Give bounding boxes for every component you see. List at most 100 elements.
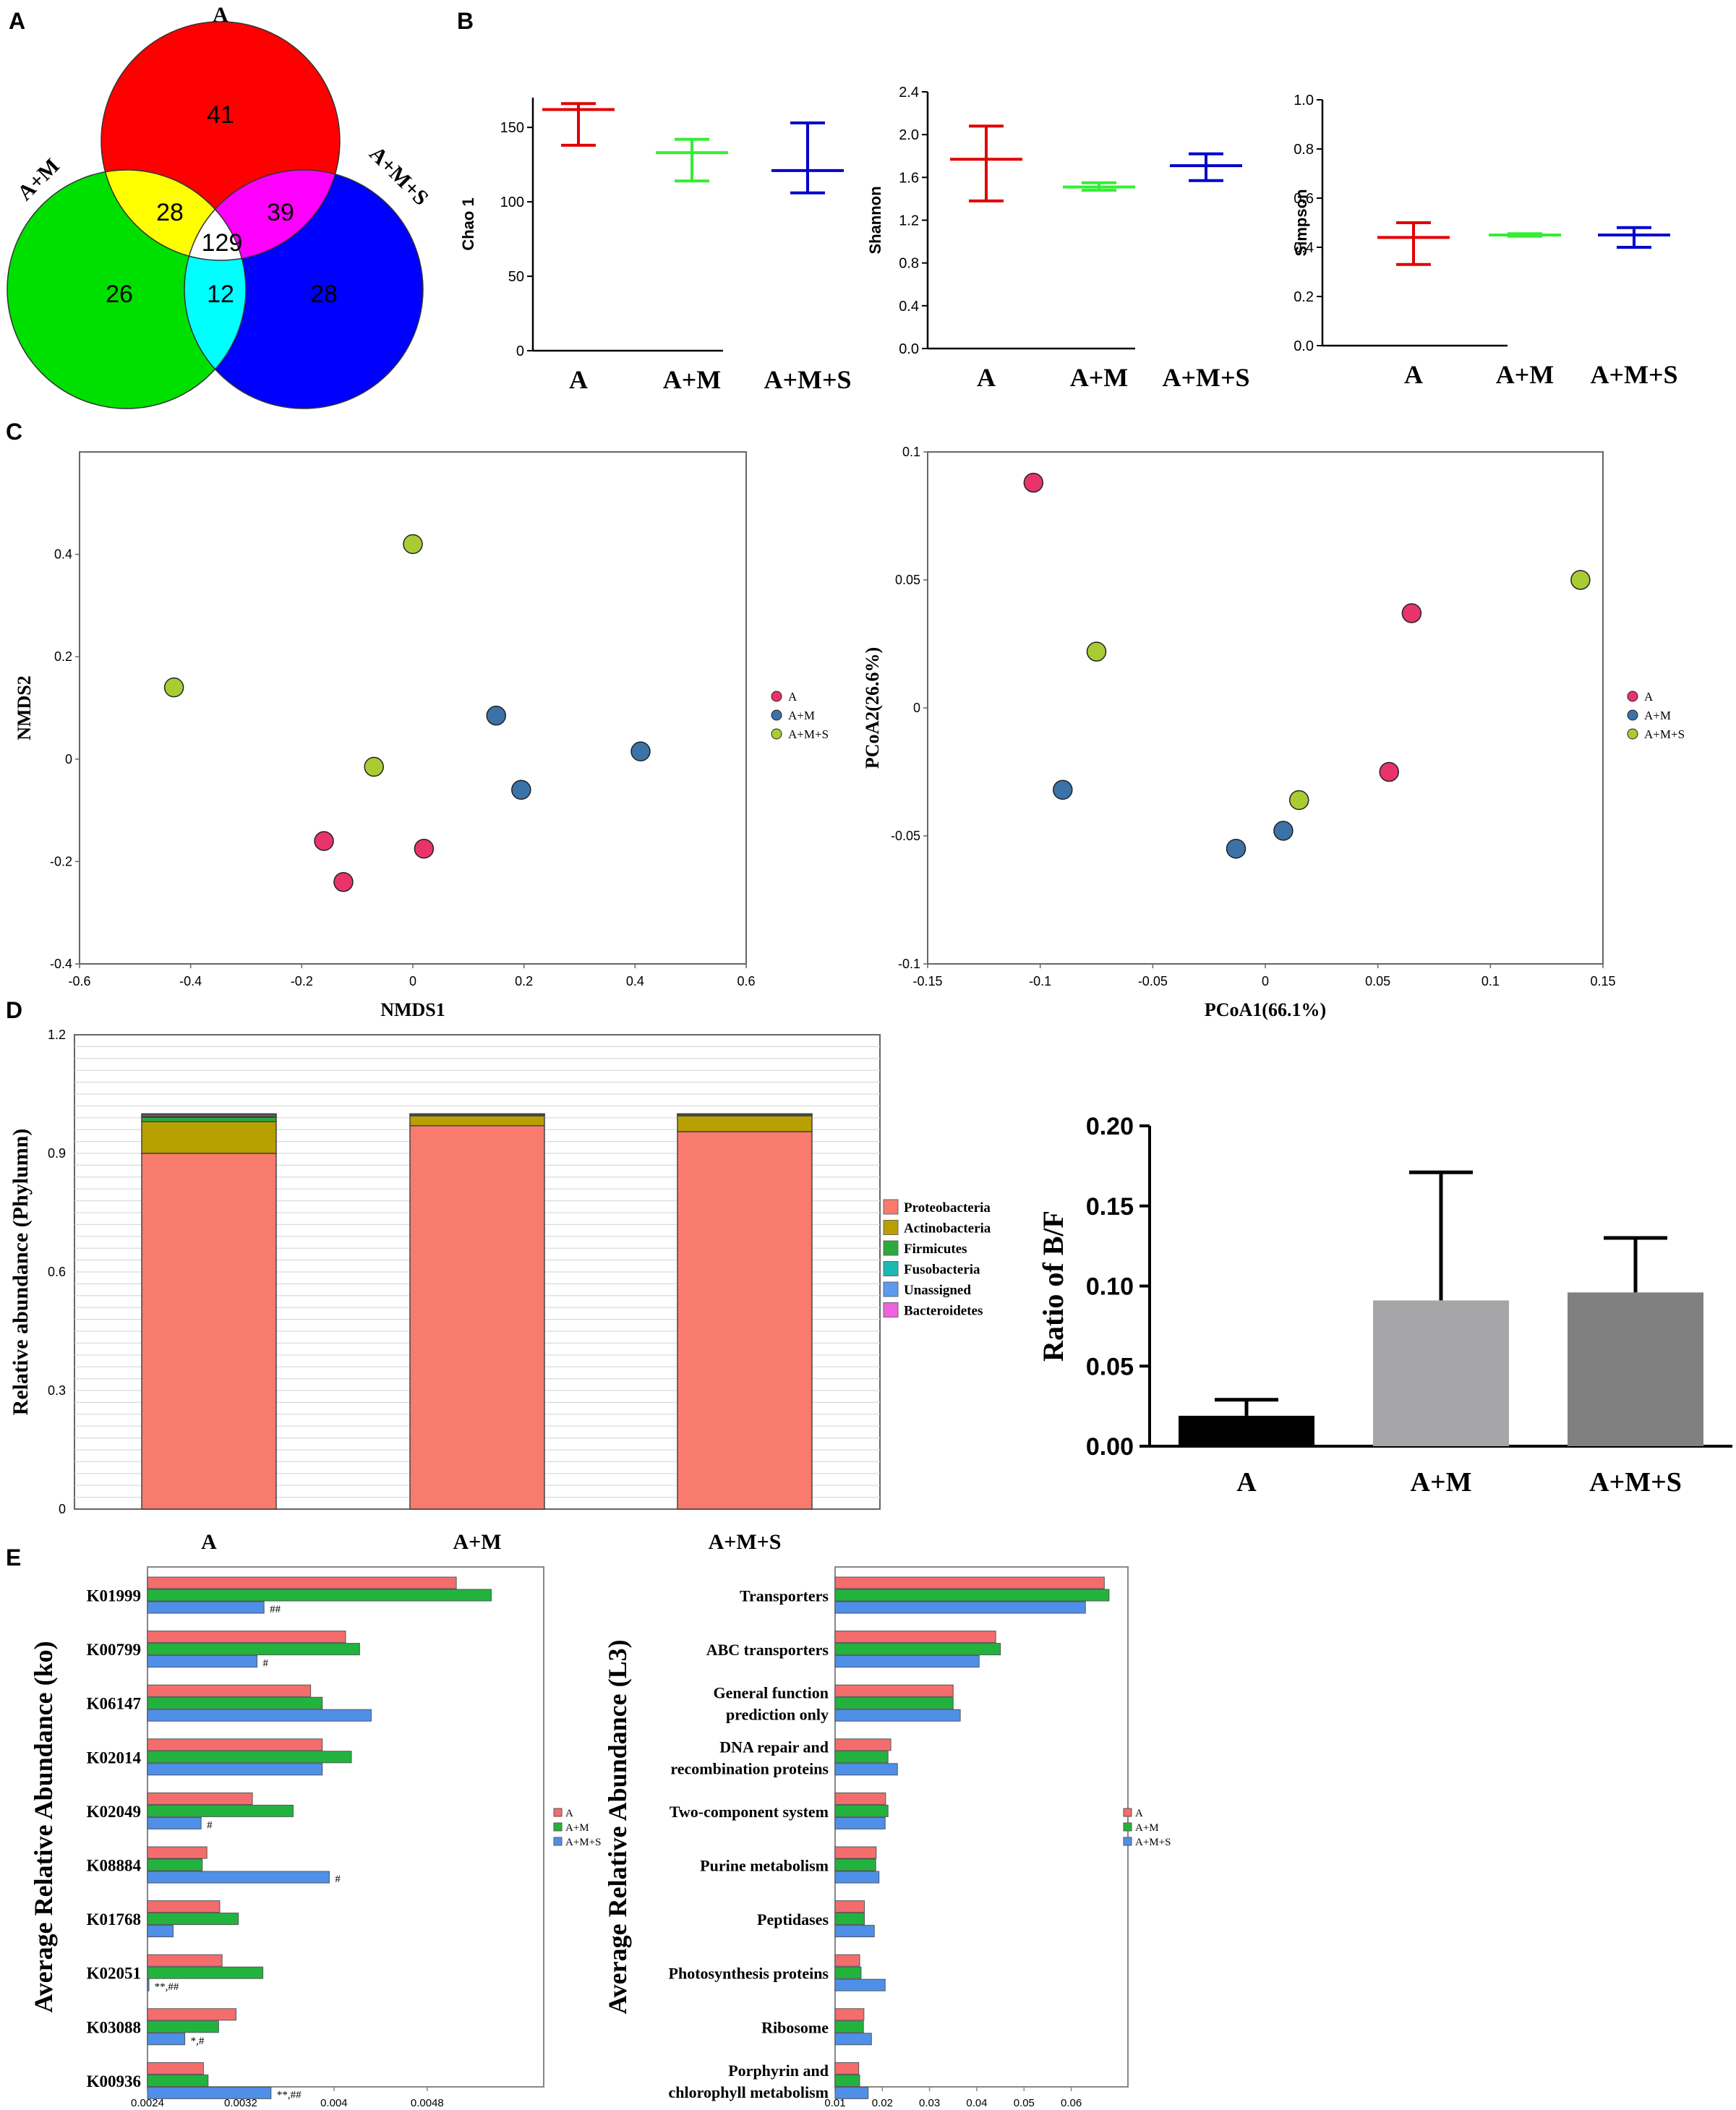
category-label: K02049 [87,1803,141,1821]
category-label: K06147 [87,1695,141,1713]
y-tick-label: 0.15 [1086,1193,1134,1221]
stacked-bar-segment-proteobacteria [677,1131,813,1510]
x-category-label: A+M+S [1589,1467,1682,1498]
bar-a-m [147,1913,239,1926]
x-category-label: A+M [1496,360,1555,389]
bar-a [147,1954,223,1967]
y-tick-label: 0 [913,701,920,715]
bar-a [834,1684,954,1697]
legend-swatch [553,1822,563,1832]
y-axis-title: Simpson [1292,189,1310,257]
y-tick-label: -0.4 [50,957,72,971]
x-category-label: A+M+S [764,365,851,394]
venn-count-ams-only: 28 [310,281,338,308]
stacked-bar-segment-actinobacteria [409,1115,545,1127]
y-tick-label: 0.3 [48,1383,66,1398]
y-tick-label: 0.10 [1086,1273,1134,1301]
data-point-a-m-s [1086,641,1107,662]
data-point-a [414,838,435,859]
bar-a [147,2008,236,2021]
legend-swatch [883,1281,899,1297]
bar-a [147,1738,323,1751]
category-label: DNA repair and [719,1738,829,1756]
y-tick-label: 0.6 [1294,191,1314,207]
x-tick-label: 0.02 [872,2097,893,2109]
legend-swatch [1123,1808,1132,1817]
bar-a [147,2062,204,2075]
y-tick-label: 1.6 [899,170,919,186]
y-axis-title: Average Relative Abundance (L3) [603,1639,632,2014]
bar-a [834,1631,996,1644]
venn-outline-ams [184,169,424,409]
bar-a-m-s [834,1816,886,1829]
bar-a-m-s [147,1709,372,1722]
data-point-a-m [1226,838,1247,859]
category-label: ABC transporters [706,1641,829,1659]
y-tick-label: 0.00 [1086,1433,1134,1461]
panel-letter-b: B [457,8,474,34]
data-point-a [333,871,354,892]
bar-a [147,1900,221,1913]
x-tick-label: 0.03 [919,2097,940,2109]
y-tick-label: 0 [65,752,72,766]
y-axis-title: Relative abundance (Phylumn) [9,1129,33,1416]
bar-a-m-s [147,1871,330,1884]
y-tick-label: 0.6 [48,1265,66,1279]
category-label: K00936 [87,2072,141,2090]
stacked-bar-segment-proteobacteria [141,1153,277,1510]
bar-a-m [834,1589,1110,1602]
category-label: Transporters [740,1587,829,1605]
x-tick-label: 0.04 [966,2097,987,2109]
legend-label: A [1644,690,1654,704]
ko-abundance-bars: 0.0024 0.0032 0.004 0.0048 Average Relative … [29,1566,601,2109]
legend-swatch [1123,1822,1132,1832]
legend-marker [1627,728,1638,740]
bar [1568,1292,1703,1446]
bar-a-m-s [834,1978,886,1991]
legend-swatch [883,1302,899,1317]
bar-a-m-s [147,1978,150,1991]
x-category-label: A+M+S [709,1530,782,1554]
bar-a-m [834,2074,860,2087]
venn-set-label-a: A [213,3,228,27]
legend-label: Firmicutes [904,1242,967,1257]
category-label: Purine metabolism [700,1857,829,1875]
venn-diagram: 41 26 28 28 39 12 129 A A+M A+M+S [7,3,433,409]
y-tick-label: 0 [516,343,524,359]
x-tick-label: -0.15 [912,974,942,988]
bar-a-m [147,2020,219,2033]
x-axis-title: PCoA1(66.1%) [1205,999,1326,1020]
chao1-chart: 0 50 100 150 Chao 1 A A+M A+M+S [459,98,852,394]
stacked-bar-segment-actinobacteria [141,1121,277,1154]
x-category-label: A+M+S [1162,363,1249,392]
bar-a-m [834,1643,1001,1656]
x-tick-label: -0.2 [291,974,313,988]
bar [1373,1300,1509,1446]
x-tick-label: 0.06 [1061,2097,1082,2109]
panel-letter-e: E [6,1545,21,1571]
bar-a [834,1792,886,1805]
x-tick-label: 0.004 [320,2097,348,2109]
panel-letter-d: D [6,997,22,1023]
legend-swatch [883,1220,899,1235]
bar-a-m [834,1696,954,1709]
y-axis-title: Ratio of B/F [1037,1210,1069,1362]
x-category-label: A [1404,360,1423,389]
bar-a-m [834,1804,889,1817]
x-category-label: A [569,365,588,394]
legend-label: Fusobacteria [904,1263,980,1278]
data-point-a [314,831,334,851]
x-tick-label: 0.4 [626,974,644,988]
y-tick-label: 2.0 [899,127,919,143]
y-tick-label: -0.2 [50,854,72,868]
legend-marker [771,709,782,721]
bar-a-m-s [147,1601,265,1614]
legend-label: A+M [788,709,815,722]
legend-label: A+M [565,1822,589,1834]
category-label: General function [714,1684,829,1702]
x-tick-label: -0.6 [68,974,90,988]
legend-label: A [788,690,798,704]
category-label: K00799 [87,1641,141,1659]
legend-label: A+M+S [1135,1837,1171,1848]
y-axis-title: Average Relative Abundance (ko) [29,1641,58,2012]
